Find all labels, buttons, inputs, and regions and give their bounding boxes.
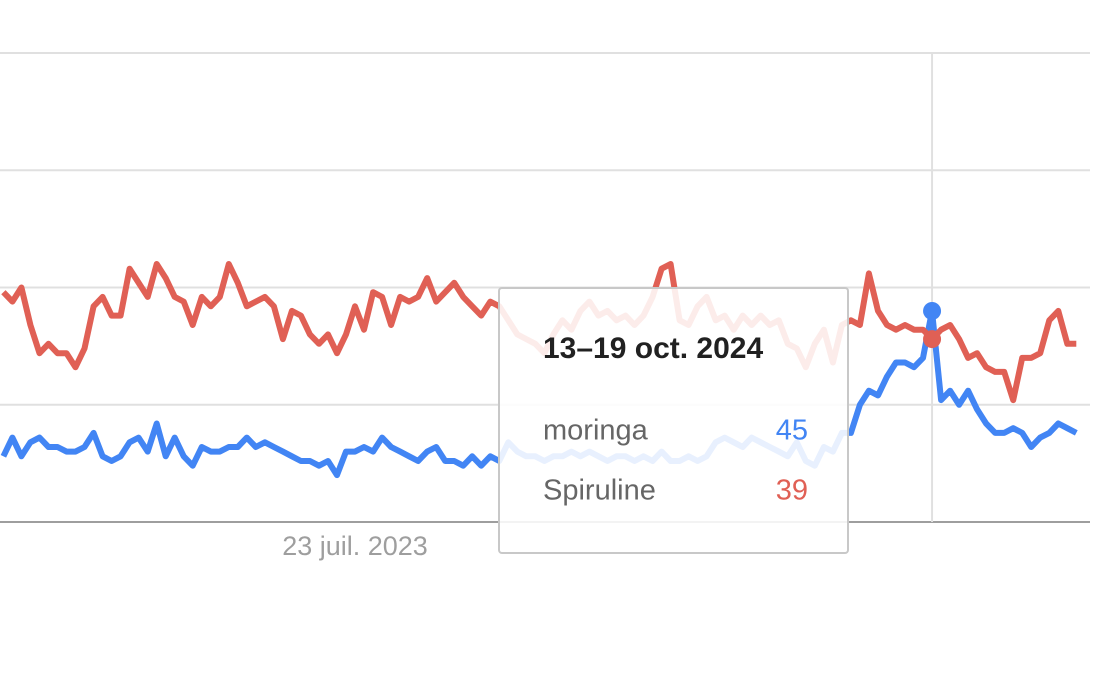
tooltip-series-name: moringa: [543, 415, 649, 447]
x-tick-label: 23 juil. 2023: [282, 531, 428, 561]
tooltip-series-name: Spiruline: [543, 475, 656, 507]
hover-point: [923, 301, 942, 320]
hover-point: [923, 330, 942, 349]
tooltip-box: [498, 287, 849, 554]
tooltip-value: 39: [776, 475, 808, 507]
tooltip-value: 45: [776, 415, 808, 447]
grid: 23 juil. 2023: [0, 52, 1090, 561]
tooltip: 13–19 oct. 2024 moringa 45 Spiruline 39: [498, 287, 849, 554]
tooltip-title: 13–19 oct. 2024: [543, 332, 763, 365]
